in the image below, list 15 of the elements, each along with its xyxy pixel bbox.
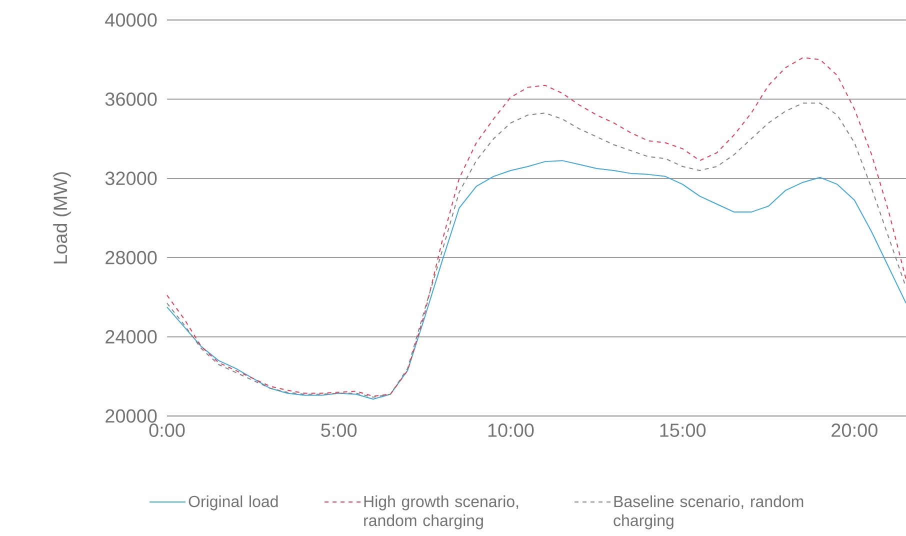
y-tick-label: 36000 xyxy=(105,92,157,106)
y-tick-label: 40000 xyxy=(105,13,157,27)
x-tick-label: 5:00 xyxy=(321,424,357,437)
y-tick-label: 28000 xyxy=(106,250,157,264)
x-tick-label: 10:00 xyxy=(488,424,534,437)
legend-label: Original load xyxy=(188,495,278,510)
x-tick-label: 0:00 xyxy=(149,424,185,437)
y-tick-label: 24000 xyxy=(106,330,157,344)
x-tick-label: 20:00 xyxy=(832,424,878,437)
y-tick-label: 32000 xyxy=(105,172,157,186)
y-axis-title: Load (MW) xyxy=(53,172,71,264)
legend-label: High growth scenario, random charging xyxy=(364,495,518,530)
legend-label: Baseline scenario, random charging xyxy=(614,495,804,530)
y-tick-label: 20000 xyxy=(106,409,157,423)
x-tick-label: 15:00 xyxy=(660,424,706,437)
